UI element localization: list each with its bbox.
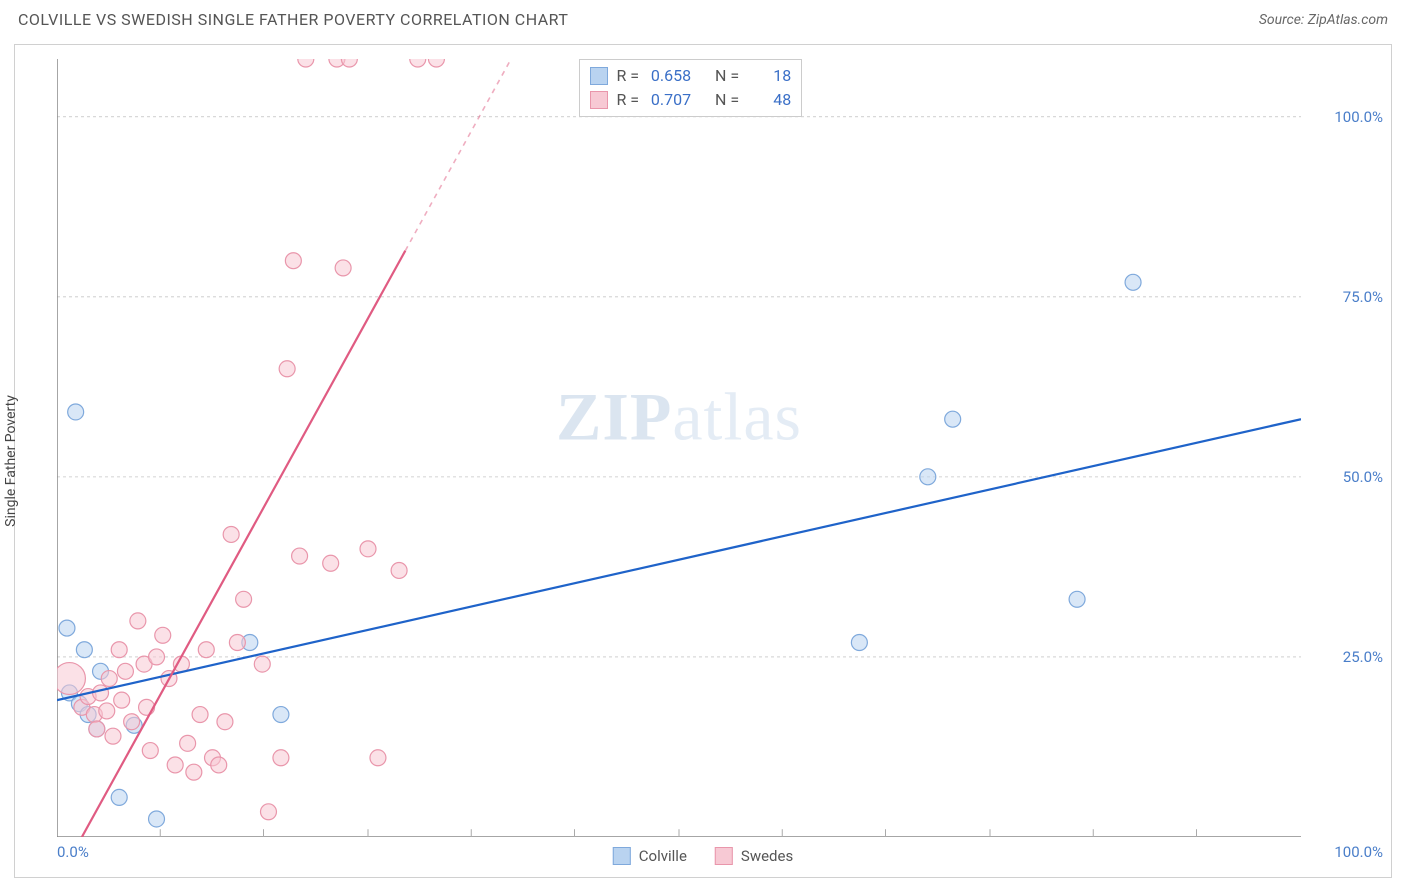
scatter-point bbox=[217, 714, 233, 730]
scatter-point bbox=[105, 728, 121, 744]
correlation-stats-box: R = 0.658 N = 18R = 0.707 N = 48 bbox=[579, 59, 802, 117]
scatter-point bbox=[89, 721, 105, 737]
y-tick-label: 25.0% bbox=[1343, 648, 1383, 666]
scatter-point bbox=[360, 541, 376, 557]
scatter-point bbox=[76, 642, 92, 658]
scatter-point bbox=[198, 642, 214, 658]
x-tick-0: 0.0% bbox=[57, 843, 89, 861]
scatter-point bbox=[410, 59, 426, 67]
scatter-point bbox=[101, 671, 117, 687]
scatter-point bbox=[391, 562, 407, 578]
stats-row: R = 0.707 N = 48 bbox=[590, 88, 791, 112]
scatter-point bbox=[149, 811, 165, 827]
scatter-point bbox=[57, 663, 85, 695]
scatter-point bbox=[945, 411, 961, 427]
scatter-plot: ZIPatlas bbox=[57, 59, 1301, 837]
scatter-point bbox=[93, 685, 109, 701]
legend-swatch bbox=[613, 847, 631, 865]
x-tick-100: 100.0% bbox=[1334, 843, 1383, 861]
scatter-point bbox=[1069, 591, 1085, 607]
y-tick-label: 100.0% bbox=[1334, 108, 1383, 126]
scatter-point bbox=[851, 635, 867, 651]
legend-swatch bbox=[715, 847, 733, 865]
scatter-point bbox=[229, 635, 245, 651]
scatter-point bbox=[59, 620, 75, 636]
scatter-point bbox=[341, 59, 357, 67]
scatter-point bbox=[335, 260, 351, 276]
source-attribution: Source: ZipAtlas.com bbox=[1259, 12, 1388, 28]
scatter-point bbox=[236, 591, 252, 607]
legend-swatch bbox=[590, 67, 608, 85]
scatter-point bbox=[279, 361, 295, 377]
y-tick-label: 50.0% bbox=[1343, 468, 1383, 486]
scatter-point bbox=[323, 555, 339, 571]
scatter-point bbox=[167, 757, 183, 773]
scatter-point bbox=[111, 789, 127, 805]
scatter-point bbox=[260, 804, 276, 820]
scatter-point bbox=[180, 735, 196, 751]
y-tick-label: 75.0% bbox=[1343, 288, 1383, 306]
scatter-point bbox=[223, 526, 239, 542]
scatter-point bbox=[142, 743, 158, 759]
legend-swatch bbox=[590, 91, 608, 109]
bottom-legend: Colville Swedes bbox=[613, 847, 793, 865]
scatter-point bbox=[211, 757, 227, 773]
scatter-point bbox=[111, 642, 127, 658]
stats-row: R = 0.658 N = 18 bbox=[590, 64, 791, 88]
scatter-point bbox=[273, 750, 289, 766]
scatter-point bbox=[428, 59, 444, 67]
legend-label: Swedes bbox=[741, 847, 793, 865]
scatter-point bbox=[292, 548, 308, 564]
scatter-point bbox=[186, 764, 202, 780]
scatter-point bbox=[155, 627, 171, 643]
scatter-point bbox=[117, 663, 133, 679]
scatter-point bbox=[920, 469, 936, 485]
scatter-point bbox=[68, 404, 84, 420]
chart-title: COLVILLE VS SWEDISH SINGLE FATHER POVERT… bbox=[18, 10, 568, 29]
scatter-point bbox=[285, 253, 301, 269]
scatter-point bbox=[114, 692, 130, 708]
chart-frame: Single Father Poverty ZIPatlas 25.0%50.0… bbox=[14, 44, 1392, 878]
legend-item: Colville bbox=[613, 847, 687, 865]
scatter-point bbox=[192, 707, 208, 723]
scatter-point bbox=[99, 703, 115, 719]
scatter-point bbox=[124, 714, 140, 730]
y-axis-label: Single Father Poverty bbox=[3, 395, 19, 527]
scatter-point bbox=[254, 656, 270, 672]
scatter-point bbox=[149, 649, 165, 665]
legend-item: Swedes bbox=[715, 847, 793, 865]
scatter-point bbox=[1125, 274, 1141, 290]
scatter-point bbox=[370, 750, 386, 766]
legend-label: Colville bbox=[639, 847, 687, 865]
scatter-point bbox=[130, 613, 146, 629]
scatter-point bbox=[273, 707, 289, 723]
scatter-point bbox=[298, 59, 314, 67]
